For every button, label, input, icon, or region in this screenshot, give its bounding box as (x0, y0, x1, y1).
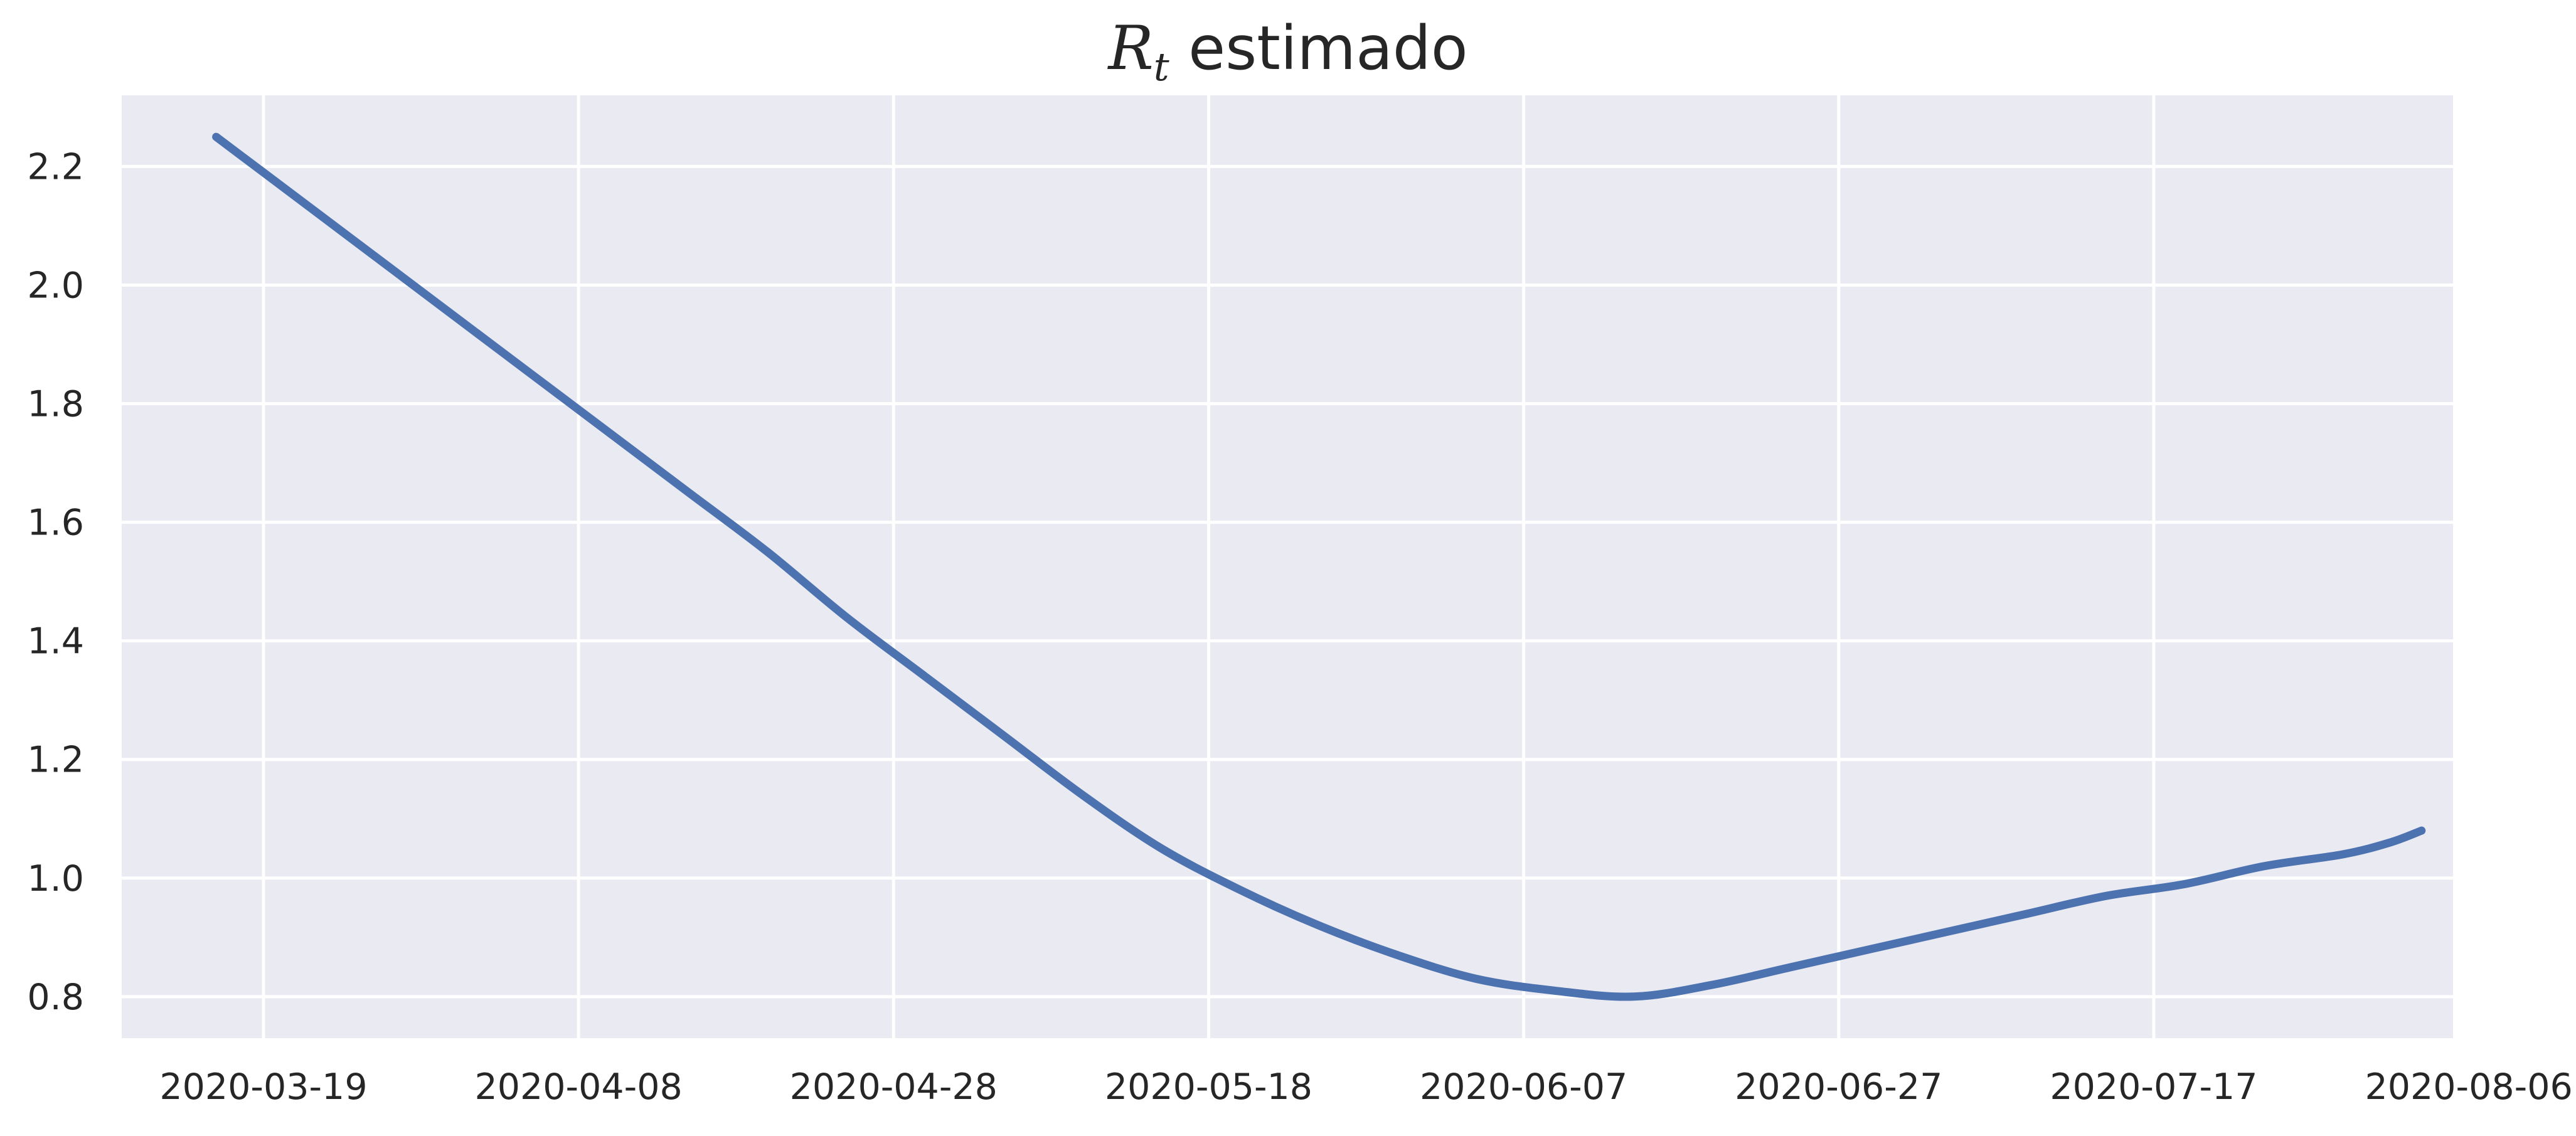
y-tick-label: 1.2 (27, 740, 84, 781)
chart-title-subscript: t (1154, 44, 1169, 90)
y-tick-label: 1.6 (27, 502, 84, 544)
y-tick-label: 2.2 (27, 146, 84, 188)
chart-title-symbol: R (1107, 13, 1153, 83)
x-tick-label: 2020-04-08 (475, 1066, 683, 1108)
x-grid-lines (262, 95, 2156, 1038)
plot-area (122, 95, 2453, 1038)
y-tick-label: 0.8 (27, 977, 84, 1018)
x-tick-label: 2020-06-07 (1420, 1066, 1627, 1108)
x-tick-label: 2020-08-06 (2365, 1066, 2572, 1108)
x-tick-label: 2020-06-27 (1735, 1066, 1942, 1108)
x-tick-label: 2020-03-19 (159, 1066, 367, 1108)
y-tick-label: 2.0 (27, 265, 84, 306)
x-tick-label: 2020-05-18 (1105, 1066, 1312, 1108)
series-layer (212, 132, 2426, 1001)
y-tick-label: 1.0 (27, 858, 84, 900)
chart-title-text: estimado (1169, 13, 1468, 83)
y-tick-label: 1.4 (27, 621, 84, 662)
chart-title: Rt estimado (1107, 13, 1467, 90)
series-line-0 (212, 132, 2426, 1001)
x-tick-labels: 2020-03-19 2020-04-08 2020-04-28 2020-05-18… (159, 1066, 2572, 1108)
x-tick-label: 2020-04-28 (790, 1066, 998, 1108)
x-tick-label: 2020-07-17 (2050, 1066, 2257, 1108)
y-grid-lines (122, 164, 2453, 999)
y-tick-label: 1.8 (27, 384, 84, 425)
y-tick-labels: 0.8 1.0 1.2 1.4 1.6 1.8 2.0 2.2 (27, 146, 84, 1017)
